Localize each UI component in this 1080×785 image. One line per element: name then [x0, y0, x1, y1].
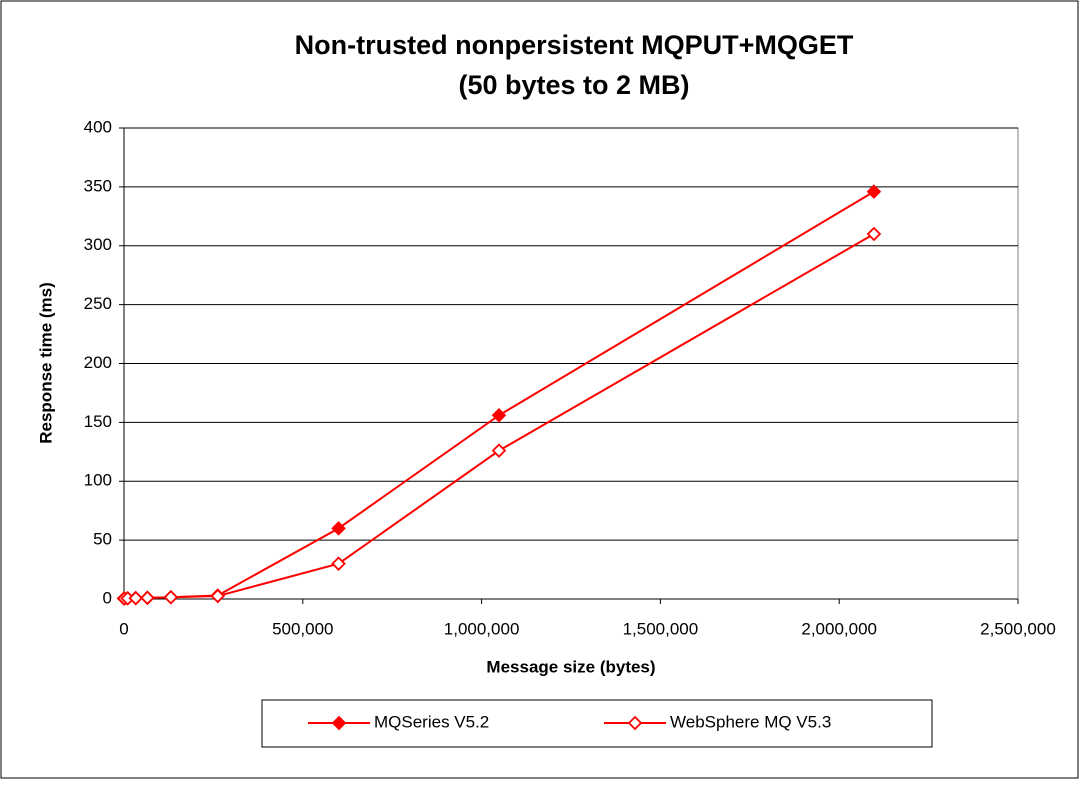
data-point: [331, 556, 346, 571]
legend-label: MQSeries V5.2: [374, 712, 489, 731]
y-axis-title: Response time (ms): [36, 282, 55, 444]
y-tick-label: 200: [84, 353, 112, 372]
legend-box: [261, 699, 933, 748]
chart-subtitle: (50 bytes to 2 MB): [458, 70, 689, 100]
data-point: [163, 589, 179, 605]
data-point: [140, 590, 155, 606]
y-tick-label: 250: [84, 294, 112, 313]
data-point: [210, 588, 226, 604]
data-point: [866, 226, 882, 242]
data-point: [491, 408, 507, 423]
data-point: [331, 521, 346, 536]
x-tick-label: 500,000: [272, 619, 333, 638]
x-tick-label: 1,500,000: [623, 619, 699, 638]
y-tick-label: 350: [84, 176, 112, 195]
y-tick-label: 150: [84, 412, 112, 431]
x-tick-label: 1,000,000: [444, 619, 520, 638]
data-point: [128, 590, 143, 606]
data-point: [866, 184, 882, 199]
x-tick-label: 2,000,000: [801, 619, 877, 638]
data-point: [491, 443, 507, 458]
legend-marker: [331, 715, 347, 731]
x-tick-label: 2,500,000: [980, 619, 1056, 638]
y-tick-label: 400: [84, 117, 112, 136]
y-tick-label: 100: [84, 471, 112, 490]
y-tick-label: 300: [84, 235, 112, 254]
x-axis-title: Message size (bytes): [486, 657, 655, 676]
chart-title: Non-trusted nonpersistent MQPUT+MQGET: [295, 30, 854, 60]
x-tick-label: 0: [119, 619, 128, 638]
legend-label: WebSphere MQ V5.3: [670, 712, 831, 731]
y-tick-label: 0: [103, 588, 112, 607]
y-tick-label: 50: [93, 530, 112, 549]
legend-marker: [627, 715, 643, 731]
